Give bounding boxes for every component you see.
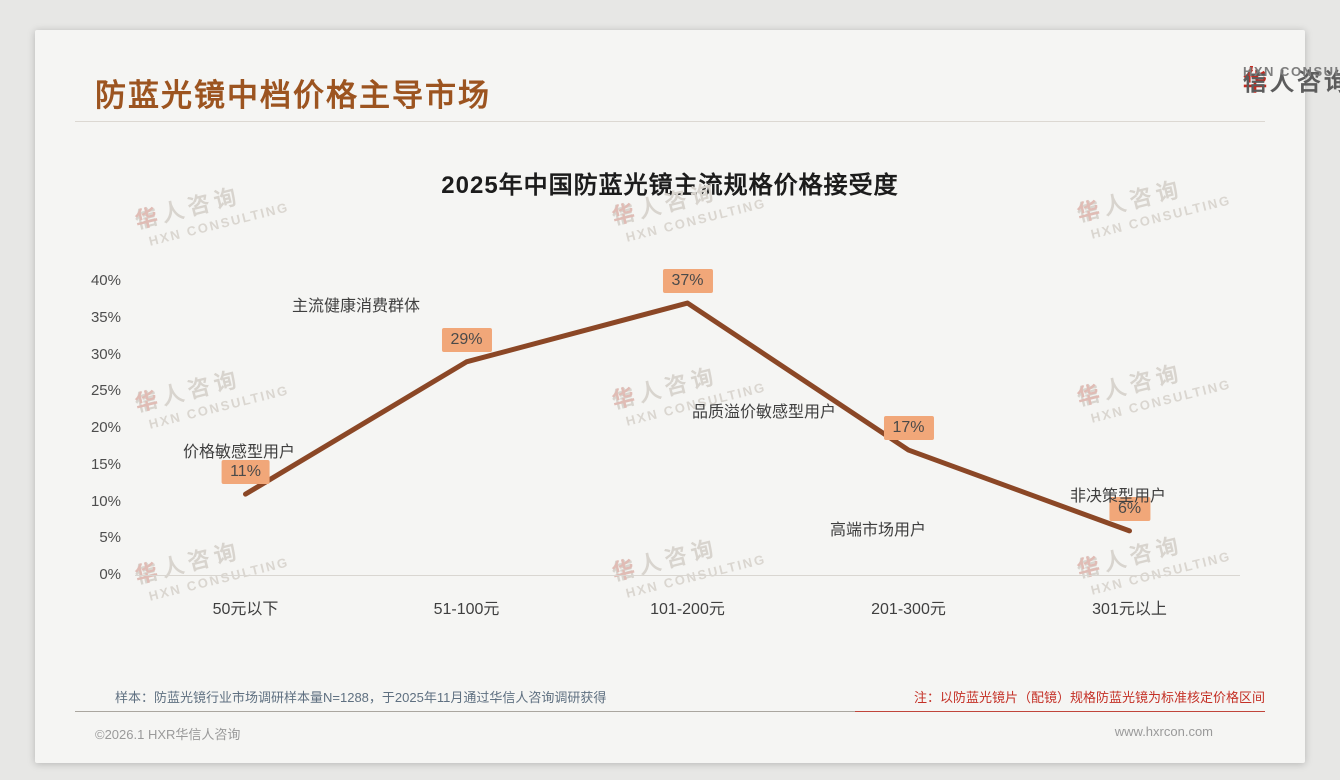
data-label: 37% (662, 269, 713, 294)
watermark-text-en: HXN CONSULTING (624, 195, 768, 245)
watermark: 华信人咨询 HXN CONSULTING (1073, 516, 1233, 599)
data-label: 17% (883, 416, 934, 441)
sample-note: 样本：防蓝光镜行业市场调研样本量N=1288，于2025年11月通过华信人咨询调… (115, 690, 607, 705)
watermark: 华信人咨询 HXN CONSULTING (131, 350, 291, 433)
data-label: 11% (221, 460, 270, 485)
y-tick-label: 20% (90, 419, 121, 436)
y-tick-label: 10% (90, 492, 121, 510)
y-tick-label: 30% (90, 345, 121, 363)
watermark-text-en: HXN CONSULTING (1089, 548, 1233, 598)
method-note: 注：以防蓝光镜片（配镜）规格防蓝光镜为标准核定价格区间 (913, 690, 1265, 705)
watermark: 华信人咨询 HXN CONSULTING (608, 519, 768, 602)
slide-canvas: 防蓝光镜中档价格主导市场 华信人咨询 HXN CONSULTING 2025年中… (35, 30, 1340, 763)
segment-annotation: 非决策型用户 (1070, 488, 1167, 505)
watermark-text-cn: 华信人咨询 (609, 534, 721, 586)
watermark-text-cn: 华信人咨询 (1074, 175, 1186, 227)
watermark-text-en: HXN CONSULTING (1089, 192, 1233, 242)
y-tick-label: 25% (90, 382, 121, 400)
y-tick-label: 5% (99, 529, 121, 547)
data-label: 29% (441, 327, 492, 352)
watermark-text-en: HXN CONSULTING (147, 382, 291, 432)
website: www.hxrcon.com (1114, 724, 1213, 739)
watermark-text-cn: 华信人咨询 (1074, 531, 1186, 583)
watermark: 华信人咨询 HXN CONSULTING (131, 522, 291, 605)
segment-annotation: 主流健康消费群体 (292, 298, 421, 315)
copyright: ©2026.1 HXR华信人咨询 (95, 727, 241, 742)
footer-divider (75, 711, 855, 712)
segment-annotation: 品质溢价敏感型用户 (692, 404, 837, 421)
watermark-text-cn: 华信人咨询 (132, 537, 244, 589)
watermark-text-cn: 华信人咨询 (132, 365, 244, 417)
y-tick-label: 15% (90, 455, 121, 473)
watermark-text-cn: 华信人咨询 (132, 182, 244, 234)
x-tick-label: 201-300元 (871, 601, 946, 618)
watermark-layer: 华信人咨询 HXN CONSULTING 华信人咨询 HXN CONSULTING 华信… (35, 30, 1305, 763)
data-label: 6% (1108, 496, 1151, 521)
y-tick-label: 40% (90, 272, 121, 289)
footer-divider-red (855, 711, 1265, 712)
x-axis-line (135, 575, 1240, 576)
segment-annotation: 高端市场用户 (830, 522, 927, 539)
y-tick-label: 0% (99, 566, 121, 583)
segment-annotation: 价格敏感型用户 (183, 444, 296, 461)
watermark: 华信人咨询 HXN CONSULTING (1073, 160, 1233, 243)
watermark: 华信人咨询 HXN CONSULTING (1073, 344, 1233, 427)
watermark: 华信人咨询 HXN CONSULTING (131, 167, 291, 250)
page-title: 防蓝光镜中档价格主导市场 (95, 78, 491, 113)
watermark-text-cn: 华信人咨询 (609, 178, 721, 230)
watermark-text-en: HXN CONSULTING (1089, 376, 1233, 426)
x-tick-label: 51-100元 (433, 601, 500, 618)
y-tick-label: 35% (90, 308, 121, 326)
watermark: 华信人咨询 HXN CONSULTING (608, 163, 768, 246)
x-tick-label: 101-200元 (650, 601, 725, 618)
header-divider (75, 121, 1265, 122)
watermark-text-cn: 华信人咨询 (1074, 359, 1186, 411)
chart-title: 2025年中国防蓝光镜主流规格价格接受度 (441, 172, 899, 199)
watermark-text-en: HXN CONSULTING (624, 551, 768, 601)
x-tick-label: 50元以下 (212, 601, 279, 618)
x-tick-label: 301元以上 (1092, 601, 1167, 618)
watermark-text-en: HXN CONSULTING (147, 199, 291, 249)
